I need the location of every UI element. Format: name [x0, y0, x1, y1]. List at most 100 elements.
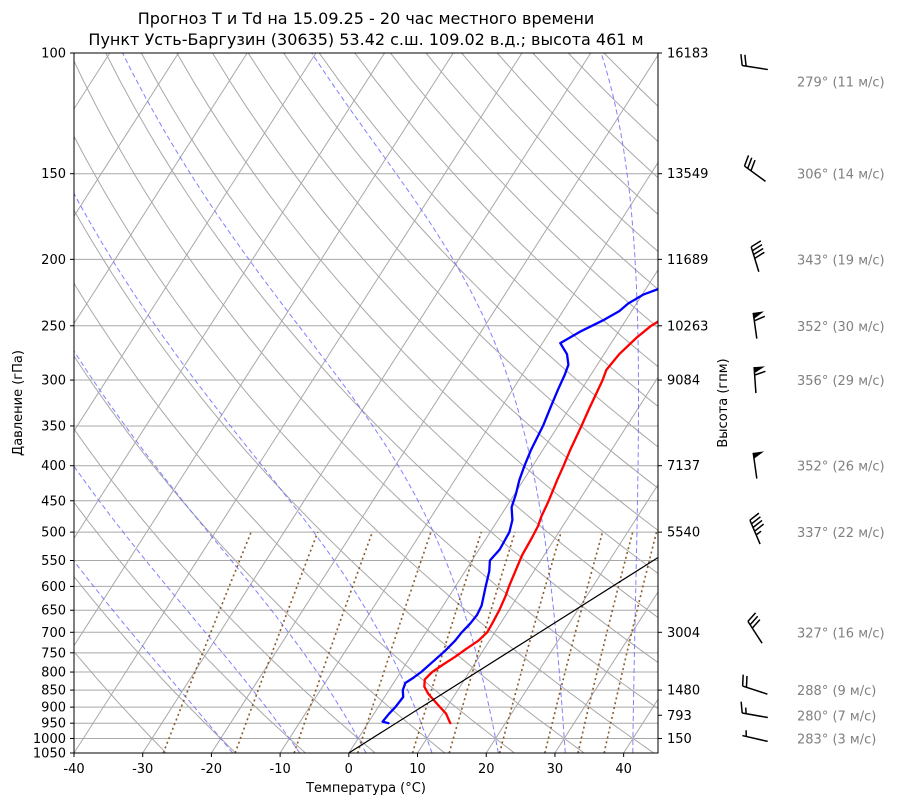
wind-staff [752, 452, 758, 479]
mixing-ratio-line [162, 531, 252, 753]
wind-label: 337° (22 м/с) [797, 526, 885, 541]
y-axis-height: 16183 13549 11689 10263 9084 7137 5540 3004 1480… [658, 47, 708, 747]
y-tick-label: 150 [41, 167, 66, 182]
y-tick-label: 700 [41, 626, 66, 641]
moist-adiabat [600, 53, 639, 753]
wind-full-barb [747, 157, 753, 169]
dry-adiabat [105, 53, 658, 664]
y-tick-label: 1000 [33, 732, 66, 747]
wind-full-barb [754, 370, 766, 376]
x-tick-label: 20 [478, 762, 495, 777]
wind-label: 356° (29 м/с) [797, 374, 885, 389]
height-tick-label: 9084 [667, 374, 700, 389]
plot-frame [73, 52, 659, 754]
wind-full-barb [745, 675, 748, 688]
moist-adiabat [122, 53, 499, 753]
y-tick-label: 550 [41, 554, 66, 569]
dry-adiabat [283, 53, 658, 448]
wind-label: 283° (3 м/с) [797, 732, 876, 747]
dry-adiabat [74, 650, 167, 753]
wind-full-barb [743, 155, 750, 167]
y-tick-label: 800 [41, 666, 66, 681]
wind-label: 352° (30 м/с) [797, 320, 885, 335]
height-tick-label: 150 [667, 732, 692, 747]
dry-adiabat [176, 53, 658, 575]
isotherm-line [417, 376, 658, 753]
wind-label: 343° (19 м/с) [797, 253, 885, 268]
wind-full-barb [751, 619, 761, 629]
y-tick-label: 400 [41, 459, 66, 474]
isotherm-line [74, 53, 248, 325]
wind-full-barb [754, 251, 765, 260]
wind-label: 306° (14 м/с) [797, 168, 885, 183]
wind-barb [753, 366, 766, 394]
mixing-ratio-line [577, 531, 634, 753]
wind-full-barb [751, 244, 763, 252]
y-tick-label: 750 [41, 646, 66, 661]
x-tick-label: 40 [615, 762, 632, 777]
wind-full-barb [750, 240, 762, 248]
x-tick-label: 10 [409, 762, 426, 777]
x-tick-label: 0 [345, 762, 353, 777]
wind-label: 279° (11 м/с) [797, 75, 885, 90]
height-tick-label: 11689 [667, 253, 708, 268]
dry-adiabat [74, 282, 515, 753]
y-tick-label: 500 [41, 526, 66, 541]
wind-barb [740, 54, 768, 71]
height-tick-label: 5540 [667, 526, 700, 541]
height-tick-label: 10263 [667, 319, 708, 334]
mixing-ratio-line [293, 531, 374, 753]
mixing-ratio-line [603, 531, 658, 753]
wind-barb [749, 512, 765, 545]
dry-adiabat [354, 53, 658, 368]
moist-adiabat [74, 560, 234, 753]
wind-label: 327° (16 м/с) [797, 626, 885, 641]
y-tick-label: 650 [41, 604, 66, 619]
wind-pennant [753, 451, 765, 459]
isotherm-line [348, 268, 658, 753]
wind-barb [747, 612, 763, 644]
wind-full-barb [754, 523, 765, 532]
dry-adiabat [247, 53, 658, 489]
wind-full-barb [750, 159, 756, 172]
dry-adiabat [140, 53, 658, 619]
x-tick-label: -20 [201, 762, 222, 777]
x-tick-label: -40 [63, 762, 84, 777]
wind-full-barb [754, 315, 766, 322]
isotherm-line [142, 53, 592, 753]
moist-adiabat [74, 465, 301, 753]
dry-adiabat [74, 501, 306, 753]
wind-full-barb [751, 516, 761, 525]
moist-adiabat [74, 192, 433, 753]
height-tick-label: 1480 [667, 684, 700, 699]
isotherm-line [485, 483, 658, 753]
wind-label: 280° (7 м/с) [797, 709, 876, 724]
wind-barb [750, 240, 765, 272]
wind-barb [743, 155, 766, 182]
dewpoint-line [381, 287, 658, 725]
chart-subtitle: Пункт Усть-Баргузин (30635) 53.42 с.ш. 1… [88, 30, 643, 49]
dry-adiabat [318, 53, 658, 408]
isotherm-line [74, 53, 386, 540]
wind-barb [752, 311, 766, 339]
y-tick-label: 100 [41, 47, 66, 62]
wind-barb [741, 674, 768, 695]
isotherm-line [761, 53, 900, 753]
dry-adiabat [74, 209, 585, 753]
wind-staff [749, 519, 761, 545]
y-tick-label: 200 [41, 253, 66, 268]
wind-pennant [753, 311, 765, 319]
y-tick-label: 950 [41, 717, 66, 732]
wind-barb [740, 701, 768, 719]
dry-adiabat [74, 575, 237, 753]
profile-lines [348, 287, 658, 753]
wind-full-barb [744, 54, 747, 67]
wind-full-barb [747, 612, 757, 622]
height-tick-label: 3004 [667, 626, 700, 641]
wind-label: 352° (26 м/с) [797, 460, 885, 475]
y-tick-label: 1050 [33, 747, 66, 762]
isotherm-line [74, 53, 454, 647]
mixing-ratio-line [356, 531, 432, 753]
dry-adiabat [389, 53, 658, 329]
